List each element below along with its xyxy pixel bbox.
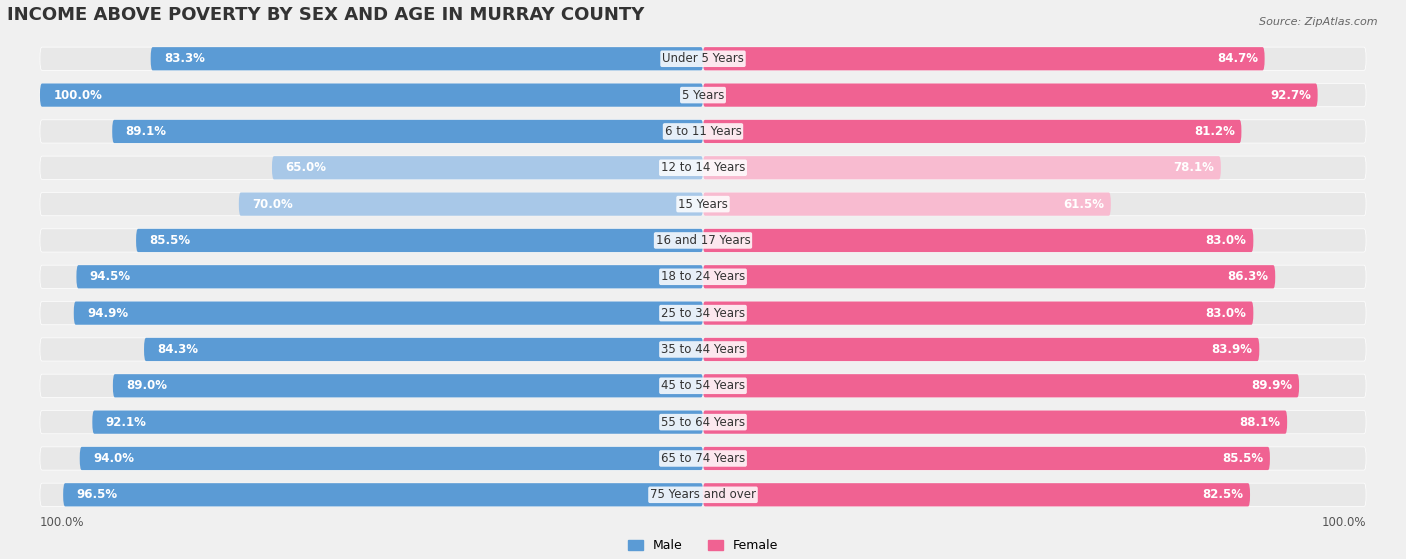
Text: 100.0%: 100.0% <box>53 88 103 102</box>
FancyBboxPatch shape <box>136 229 703 252</box>
Text: 16 and 17 Years: 16 and 17 Years <box>655 234 751 247</box>
FancyBboxPatch shape <box>63 483 703 506</box>
FancyBboxPatch shape <box>703 47 1264 70</box>
Text: 94.9%: 94.9% <box>87 307 128 320</box>
Text: 85.5%: 85.5% <box>1222 452 1263 465</box>
FancyBboxPatch shape <box>39 301 703 325</box>
FancyBboxPatch shape <box>39 265 703 288</box>
FancyBboxPatch shape <box>703 447 1270 470</box>
FancyBboxPatch shape <box>703 374 1367 397</box>
FancyBboxPatch shape <box>80 447 703 470</box>
Text: 61.5%: 61.5% <box>1063 198 1104 211</box>
Text: 81.2%: 81.2% <box>1194 125 1234 138</box>
Text: 84.3%: 84.3% <box>157 343 198 356</box>
FancyBboxPatch shape <box>703 120 1367 143</box>
FancyBboxPatch shape <box>703 47 1367 70</box>
Text: INCOME ABOVE POVERTY BY SEX AND AGE IN MURRAY COUNTY: INCOME ABOVE POVERTY BY SEX AND AGE IN M… <box>7 6 644 24</box>
FancyBboxPatch shape <box>39 156 703 179</box>
FancyBboxPatch shape <box>39 338 703 361</box>
Text: 89.1%: 89.1% <box>125 125 166 138</box>
FancyBboxPatch shape <box>39 83 703 107</box>
FancyBboxPatch shape <box>39 47 703 70</box>
FancyBboxPatch shape <box>93 410 703 434</box>
Text: 82.5%: 82.5% <box>1202 489 1243 501</box>
FancyBboxPatch shape <box>73 301 703 325</box>
Text: 88.1%: 88.1% <box>1240 416 1281 429</box>
Text: 92.1%: 92.1% <box>105 416 146 429</box>
Text: 45 to 54 Years: 45 to 54 Years <box>661 380 745 392</box>
FancyBboxPatch shape <box>703 229 1367 252</box>
FancyBboxPatch shape <box>39 483 703 506</box>
Text: Under 5 Years: Under 5 Years <box>662 52 744 65</box>
FancyBboxPatch shape <box>703 192 1111 216</box>
FancyBboxPatch shape <box>703 265 1367 288</box>
FancyBboxPatch shape <box>703 83 1317 107</box>
FancyBboxPatch shape <box>703 374 1299 397</box>
FancyBboxPatch shape <box>112 120 703 143</box>
Text: 70.0%: 70.0% <box>252 198 292 211</box>
FancyBboxPatch shape <box>39 374 703 397</box>
Text: 15 Years: 15 Years <box>678 198 728 211</box>
FancyBboxPatch shape <box>39 410 703 434</box>
FancyBboxPatch shape <box>39 83 703 107</box>
FancyBboxPatch shape <box>703 410 1367 434</box>
Text: 6 to 11 Years: 6 to 11 Years <box>665 125 741 138</box>
Text: 18 to 24 Years: 18 to 24 Years <box>661 271 745 283</box>
FancyBboxPatch shape <box>703 192 1367 216</box>
FancyBboxPatch shape <box>143 338 703 361</box>
FancyBboxPatch shape <box>39 120 703 143</box>
FancyBboxPatch shape <box>39 229 703 252</box>
Text: 83.0%: 83.0% <box>1206 307 1247 320</box>
FancyBboxPatch shape <box>703 483 1250 506</box>
Text: 5 Years: 5 Years <box>682 88 724 102</box>
FancyBboxPatch shape <box>703 447 1367 470</box>
Text: 92.7%: 92.7% <box>1270 88 1310 102</box>
Text: 84.7%: 84.7% <box>1216 52 1258 65</box>
FancyBboxPatch shape <box>703 483 1367 506</box>
FancyBboxPatch shape <box>112 374 703 397</box>
Text: 100.0%: 100.0% <box>1322 515 1365 529</box>
FancyBboxPatch shape <box>271 156 703 179</box>
Text: Source: ZipAtlas.com: Source: ZipAtlas.com <box>1260 17 1378 27</box>
Text: 83.0%: 83.0% <box>1206 234 1247 247</box>
FancyBboxPatch shape <box>703 156 1367 179</box>
Text: 78.1%: 78.1% <box>1173 161 1215 174</box>
Text: 86.3%: 86.3% <box>1227 271 1268 283</box>
Text: 83.3%: 83.3% <box>165 52 205 65</box>
Text: 75 Years and over: 75 Years and over <box>650 489 756 501</box>
Legend: Male, Female: Male, Female <box>623 534 783 557</box>
Text: 12 to 14 Years: 12 to 14 Years <box>661 161 745 174</box>
Text: 65 to 74 Years: 65 to 74 Years <box>661 452 745 465</box>
Text: 85.5%: 85.5% <box>149 234 191 247</box>
FancyBboxPatch shape <box>703 120 1241 143</box>
Text: 96.5%: 96.5% <box>76 489 118 501</box>
Text: 25 to 34 Years: 25 to 34 Years <box>661 307 745 320</box>
FancyBboxPatch shape <box>703 301 1253 325</box>
FancyBboxPatch shape <box>703 410 1286 434</box>
FancyBboxPatch shape <box>703 338 1260 361</box>
Text: 83.9%: 83.9% <box>1212 343 1253 356</box>
Text: 94.0%: 94.0% <box>93 452 134 465</box>
FancyBboxPatch shape <box>150 47 703 70</box>
Text: 100.0%: 100.0% <box>41 515 84 529</box>
FancyBboxPatch shape <box>703 229 1253 252</box>
FancyBboxPatch shape <box>39 447 703 470</box>
FancyBboxPatch shape <box>703 301 1367 325</box>
FancyBboxPatch shape <box>76 265 703 288</box>
Text: 89.9%: 89.9% <box>1251 380 1292 392</box>
FancyBboxPatch shape <box>703 265 1275 288</box>
FancyBboxPatch shape <box>703 156 1220 179</box>
Text: 35 to 44 Years: 35 to 44 Years <box>661 343 745 356</box>
FancyBboxPatch shape <box>239 192 703 216</box>
Text: 65.0%: 65.0% <box>285 161 326 174</box>
Text: 89.0%: 89.0% <box>127 380 167 392</box>
FancyBboxPatch shape <box>703 83 1367 107</box>
FancyBboxPatch shape <box>39 192 703 216</box>
Text: 55 to 64 Years: 55 to 64 Years <box>661 416 745 429</box>
FancyBboxPatch shape <box>703 338 1367 361</box>
Text: 94.5%: 94.5% <box>90 271 131 283</box>
